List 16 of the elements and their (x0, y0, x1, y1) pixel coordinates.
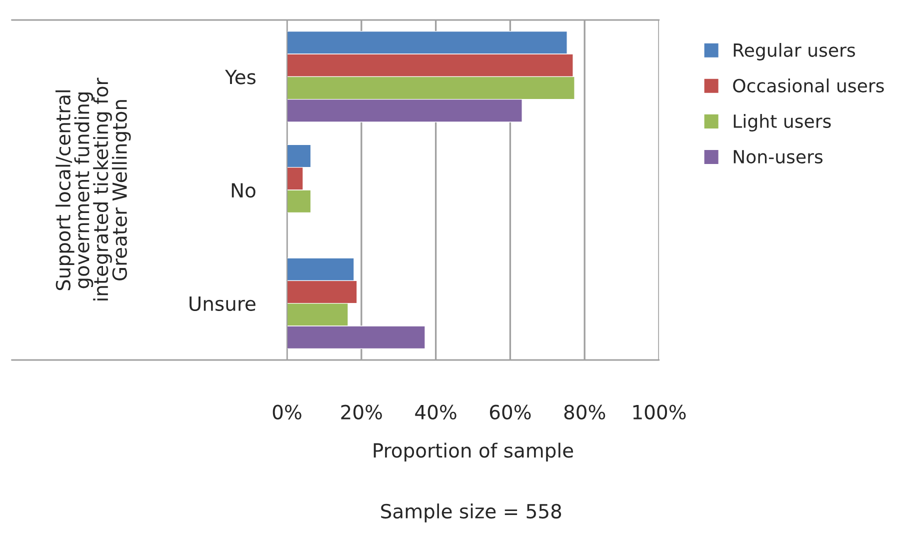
x-tick-label: 40% (415, 404, 456, 420)
y-tick-label: Yes (225, 70, 256, 84)
legend-label: Regular users (734, 42, 855, 60)
x-tick-label: 80% (564, 404, 606, 420)
text: Sample size = 558 (381, 504, 562, 522)
y-tick-label: No (232, 183, 256, 198)
x-tick-label: 0% (272, 404, 302, 420)
x-tick-label: 100% (633, 404, 686, 420)
x-tick-label: 20% (341, 404, 382, 420)
legend-label: Occasional users (733, 78, 884, 92)
x-axis-title: Proportion of sample (374, 442, 574, 462)
y-axis-title: Support local/central government funding integrated ticketing for Greater Wellington (55, 78, 131, 300)
legend-label: Non-users (734, 150, 823, 164)
x-tick-label: 60% (490, 404, 531, 420)
legend-label: Light users (734, 114, 831, 132)
y-tick-label: Unsure (190, 296, 256, 311)
